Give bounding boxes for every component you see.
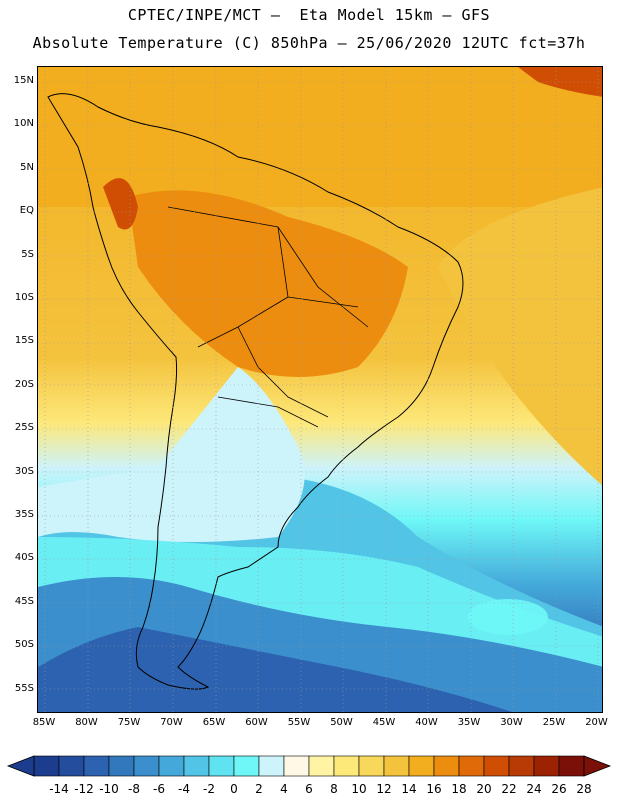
colorbar-label: -10 (99, 782, 119, 796)
longitude-label: 30W (500, 717, 523, 728)
andes-hot (103, 178, 138, 230)
temperature-map (37, 66, 603, 713)
colorbar-label: 0 (230, 782, 238, 796)
south-america-coastline (47, 93, 464, 690)
latitude-label: 50S (14, 639, 34, 651)
country-borders (167, 206, 369, 428)
latitude-label: 45S (14, 595, 34, 607)
colorbar-label: 16 (426, 782, 442, 796)
latitude-label: 35S (14, 509, 34, 520)
colorbar-label: 12 (376, 782, 392, 796)
longitude-label: 40W (415, 717, 438, 728)
colorbar-label: -14 (49, 782, 69, 796)
colorbar-swatch (333, 755, 360, 777)
colorbar-swatch (133, 755, 160, 777)
colorbar-label: 26 (551, 782, 567, 796)
longitude-label: 45W (372, 717, 396, 728)
colorbar (6, 755, 612, 777)
latitude-label: EQ (19, 205, 34, 217)
latitude-label: 30S (14, 465, 34, 477)
colorbar-label: -2 (203, 782, 215, 796)
latitude-label: 10N (13, 118, 34, 130)
latitude-label: 40S (14, 552, 34, 564)
colorbar-label: 4 (280, 782, 288, 796)
colorbar-min-arrow (6, 755, 35, 777)
colorbar-label: 8 (330, 782, 338, 796)
colorbar-swatch (458, 755, 485, 777)
latitude-label: 5S (21, 248, 34, 260)
hot-spot (518, 67, 602, 97)
longitude-label: 25W (542, 717, 566, 728)
colorbar-swatch (408, 755, 435, 777)
coldest-field (38, 627, 512, 712)
longitude-label: 20W (585, 717, 608, 728)
colorbar-swatch (508, 755, 535, 777)
colorbar-swatch (383, 755, 410, 777)
colorbar-swatch (158, 755, 185, 777)
colorbar-swatch (33, 755, 60, 777)
colorbar-swatch (558, 755, 585, 777)
longitude-label: 60W (245, 717, 268, 728)
colorbar-label: 6 (305, 782, 313, 796)
cold-eddy (468, 599, 548, 635)
colorbar-swatch (58, 755, 85, 777)
colorbar-max-arrow (583, 755, 612, 777)
colorbar-swatch (83, 755, 110, 777)
map-title: CPTEC/INPE/MCT – Eta Model 15km – GFS (127, 6, 491, 24)
colorbar-label: -6 (153, 782, 165, 796)
colorbar-label: -12 (74, 782, 94, 796)
longitude-label: 65W (202, 717, 226, 728)
latitude-label: 55S (14, 682, 34, 694)
longitude-label: 70W (160, 717, 183, 728)
colorbar-swatch (208, 755, 235, 777)
longitude-label: 55W (287, 717, 311, 728)
latitude-label: 25S (14, 422, 34, 434)
ocean-warm-field (438, 187, 602, 486)
latitude-label: 5N (20, 161, 34, 173)
colorbar-label: -4 (178, 782, 190, 796)
colorbar-label: 18 (451, 782, 467, 796)
colorbar-swatch (308, 755, 335, 777)
longitude-label: 80W (75, 717, 98, 728)
cool-front (38, 367, 305, 542)
longitude-label: 35W (457, 717, 481, 728)
map-canvas (38, 67, 602, 712)
colorbar-label: 28 (576, 782, 592, 796)
colorbar-swatch (233, 755, 260, 777)
latitude-label: 15S (14, 335, 34, 347)
longitude-label: 85W (32, 717, 56, 728)
colorbar-label: -8 (128, 782, 140, 796)
warm-band (38, 67, 602, 207)
longitude-label: 50W (330, 717, 353, 728)
colorbar-swatch (533, 755, 560, 777)
colorbar-label: 22 (501, 782, 517, 796)
colorbar-swatch (183, 755, 210, 777)
colorbar-swatch (483, 755, 510, 777)
continent-interior (128, 190, 408, 377)
longitude-label: 75W (117, 717, 141, 728)
colorbar-label: 14 (401, 782, 417, 796)
colorbar-swatch (283, 755, 310, 777)
map-subtitle: Absolute Temperature (C) 850hPa – 25/06/… (32, 34, 586, 52)
latitude-label: 20S (14, 378, 34, 390)
colorbar-label: 10 (351, 782, 367, 796)
colorbar-swatch (258, 755, 285, 777)
latitude-label: 15N (13, 75, 34, 86)
colorbar-swatch (108, 755, 135, 777)
colorbar-swatch (433, 755, 460, 777)
colorbar-swatch (358, 755, 385, 777)
colorbar-label: 2 (255, 782, 263, 796)
latitude-label: 10S (14, 292, 34, 303)
colorbar-label: 20 (476, 782, 492, 796)
colorbar-label: 24 (526, 782, 542, 796)
